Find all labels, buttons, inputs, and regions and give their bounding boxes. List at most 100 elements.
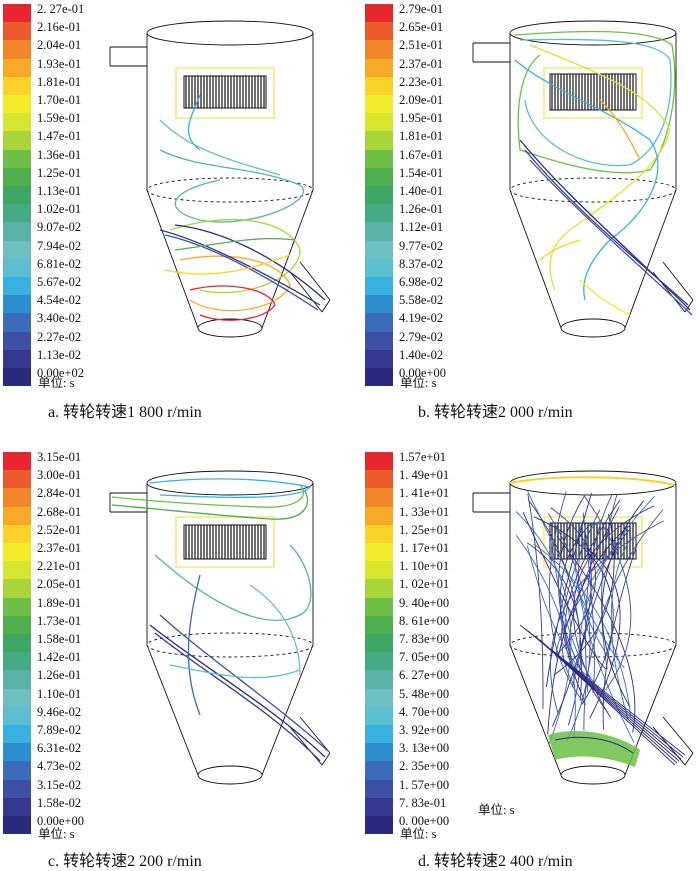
panel-b: 2.79e-01 2.65e-01 2.51e-01 2.37e-01 2.23e-01…	[350, 0, 700, 435]
colorbar-tick-label: 7. 83e+00	[399, 632, 450, 646]
colorbar-swatch	[365, 76, 393, 95]
colorbar-swatch	[365, 167, 393, 186]
colorbar-tick-label: 2.16e-01	[37, 20, 82, 35]
colorbar-swatch	[365, 277, 393, 296]
streamline	[578, 495, 655, 658]
streamline	[583, 509, 664, 731]
colorbar-tick-label: 1.54e-01	[399, 165, 444, 180]
colorbar-tick-label: 1.10e-01	[37, 686, 82, 701]
streamline	[601, 500, 645, 707]
colorbar-swatch	[3, 706, 31, 725]
colorbar-tick-label: 6.31e-02	[37, 741, 82, 756]
colorbar-swatch	[3, 797, 31, 816]
colorbar-tick-label: 2.23e-01	[399, 74, 444, 89]
colorbar-swatch	[3, 204, 31, 223]
colorbar-swatch	[3, 22, 31, 41]
caption-a: a. 转轮转速1 800 r/min	[48, 404, 202, 421]
colorbar-swatch	[3, 761, 31, 780]
colorbar-tick-label: 1.26e-01	[37, 668, 82, 683]
colorbar-swatch	[365, 506, 393, 525]
colorbar-tick-label: 6. 27e+00	[399, 668, 450, 683]
separator-geometry-d	[472, 470, 694, 785]
streamline	[515, 511, 572, 745]
colorbar-tick-label: 3.00e-01	[37, 468, 82, 483]
colorbar-tick-label: 5. 48e+00	[399, 686, 450, 701]
colorbar-tick-label: 1. 49e+01	[399, 468, 450, 483]
streamline	[582, 494, 632, 691]
colorbar-tick-label: 3. 13e+00	[399, 741, 450, 756]
colorbar-tick-label: 4.73e-02	[37, 759, 82, 774]
colorbar-swatch	[365, 761, 393, 780]
colorbar-tick-label: 1. 10e+01	[399, 559, 450, 574]
colorbar-tick-label: 5.58e-02	[399, 293, 444, 308]
streamline	[585, 494, 613, 693]
streamline	[527, 499, 583, 701]
colorbar-swatch	[365, 368, 393, 387]
caption-d: d. 转轮转速2 400 r/min	[418, 853, 573, 870]
colorbar-swatch	[365, 725, 393, 744]
colorbar-swatch	[365, 240, 393, 259]
colorbar-tick-label: 1.95e-01	[399, 111, 444, 126]
colorbar-tick-label: 2.37e-01	[37, 541, 82, 555]
colorbar-tick-label: 1.57e+01	[399, 450, 446, 464]
streamlines-b	[514, 30, 693, 316]
colorbar-swatch	[365, 706, 393, 725]
colorbar-swatch	[3, 295, 31, 314]
colorbar-swatch	[365, 95, 393, 114]
colorbar-tick-label: 4.19e-02	[399, 311, 444, 326]
streamline	[550, 507, 597, 656]
colorbar-swatch	[3, 277, 31, 296]
colorbar-tick-label: 1.13e-02	[37, 347, 82, 362]
separator-geometry-b	[472, 20, 694, 338]
colorbar-swatch	[3, 543, 31, 562]
colorbar-swatch	[3, 615, 31, 634]
colorbar-tick-label: 1.02e-01	[37, 202, 82, 217]
colorbar-tick-label: 9.46e-02	[37, 704, 82, 719]
colorbar-swatch	[365, 670, 393, 689]
colorbar-swatch	[3, 743, 31, 762]
colorbar-swatch	[365, 295, 393, 314]
colorbar-tick-label: 7. 05e+00	[399, 650, 450, 665]
colorbar-tick-label: 7.94e-02	[37, 238, 82, 253]
streamline-plot-d	[472, 470, 694, 785]
colorbar-swatch	[3, 113, 31, 132]
streamline	[548, 491, 586, 706]
colorbar-swatch	[3, 634, 31, 653]
colorbar-swatch	[365, 40, 393, 59]
colorbar-swatch	[3, 597, 31, 616]
colorbar-swatch	[3, 779, 31, 798]
streamline-plot-a	[109, 20, 331, 338]
colorbar-swatch	[3, 470, 31, 489]
colorbar-tick-label: 3.15e-01	[37, 450, 82, 464]
unit-label-a: 单位: s	[38, 376, 75, 390]
colorbar-swatch	[3, 524, 31, 543]
colorbar-swatch	[365, 470, 393, 489]
colorbar-swatch	[3, 349, 31, 368]
colorbar-tick-label: 0.00e+02	[37, 366, 84, 380]
colorbar-tick-label: 6.98e-02	[399, 275, 444, 289]
colorbar-swatch	[365, 488, 393, 507]
streamline	[515, 535, 576, 739]
colorbar-tick-label: 9.77e-02	[399, 238, 444, 253]
colorbar-swatch	[3, 186, 31, 205]
colorbar-swatch	[365, 615, 393, 634]
caption-b: b. 转轮转速2 000 r/min	[418, 404, 573, 421]
colorbar-swatch	[365, 149, 393, 168]
colorbar-tick-label: 1.42e-01	[37, 650, 82, 665]
panel-a: 2. 27e-01 2.16e-01 2.04e-01 1.93e-01 1.81e-0…	[0, 0, 350, 435]
colorbar-swatch	[3, 688, 31, 707]
colorbar-tick-label: 2.84e-01	[37, 486, 82, 501]
colorbar-tick-label: 0.00e+00	[37, 814, 84, 828]
colorbar-tick-label: 2.51e-01	[399, 38, 444, 53]
colorbar-tick-label: 1.70e-01	[37, 93, 82, 107]
colorbar-tick-label: 7. 83e-01	[399, 795, 447, 810]
colorbar-tick-label: 2.79e-02	[399, 329, 444, 344]
streamline	[533, 543, 632, 717]
unit-label-d: 单位: s	[478, 803, 515, 817]
streamline	[553, 514, 615, 676]
streamline	[561, 509, 601, 687]
colorbar-swatch	[3, 131, 31, 150]
separator-geometry-a	[109, 20, 331, 338]
colorbar-tick-label: 9.07e-02	[37, 220, 82, 235]
colorbar-tick-label: 1. 17e+01	[399, 541, 450, 555]
